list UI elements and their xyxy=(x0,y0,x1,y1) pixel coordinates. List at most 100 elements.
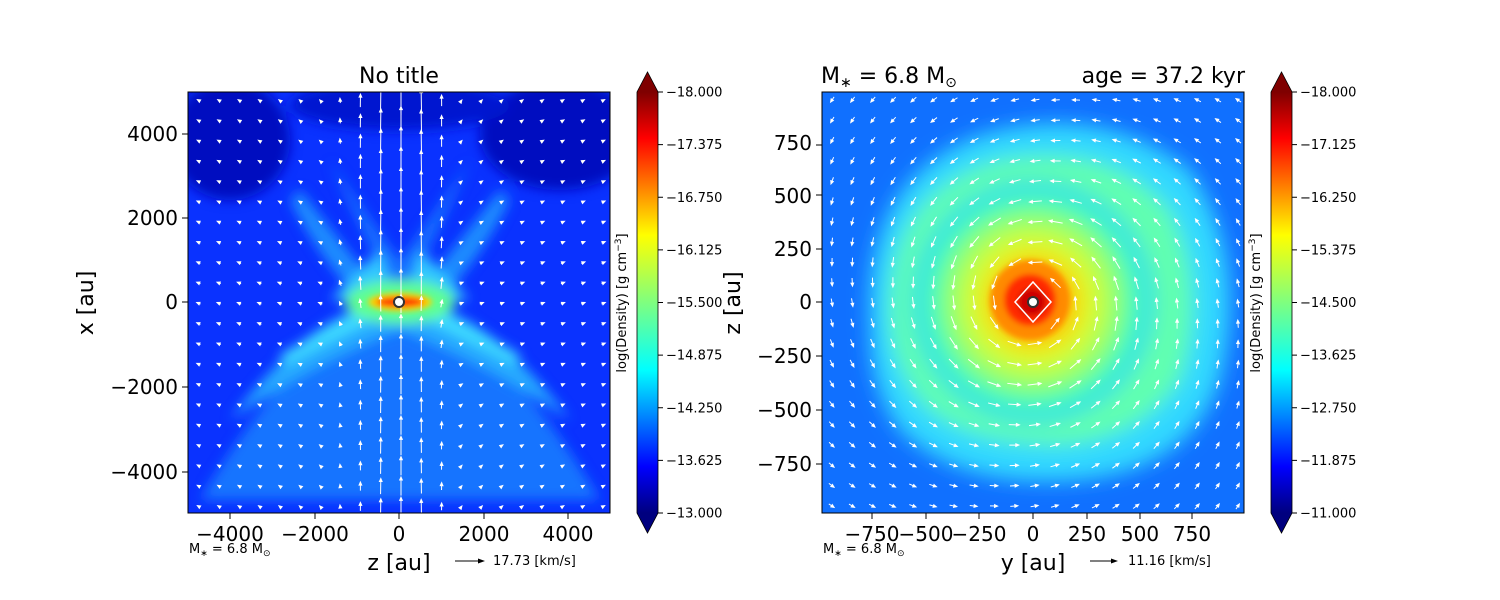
left-velocity-arrow-head xyxy=(378,168,383,174)
right-velocity-arrow-head xyxy=(988,242,994,247)
left-velocity-arrow-head xyxy=(257,119,263,124)
right-velocity-arrow-head xyxy=(973,324,978,330)
left-velocity-arrow-head xyxy=(298,99,304,104)
right-velocity-arrow-head xyxy=(1195,400,1200,406)
right-velocity-arrow-head xyxy=(1115,379,1120,385)
left-velocity-arrow-head xyxy=(540,281,546,286)
left-velocity-arrow-head xyxy=(519,220,525,225)
left-velocity-arrow-head xyxy=(600,180,607,185)
left-velocity-arrow-head xyxy=(560,200,566,205)
right-velocity-arrow-head xyxy=(1133,276,1138,282)
right-velocity-arrow-head xyxy=(1235,138,1241,143)
left-velocity-arrow-head xyxy=(378,229,383,235)
right-velocity-arrow-head xyxy=(1152,138,1159,143)
left-velocity-arrow-head xyxy=(540,383,546,388)
right-velocity-arrow-head xyxy=(1073,295,1078,301)
right-velocity-arrow-head xyxy=(1155,379,1160,385)
left-velocity-arrow-head xyxy=(196,505,202,510)
right-velocity-arrow-head xyxy=(971,284,976,290)
right-velocity-arrow-head xyxy=(969,179,975,185)
right-velocity-arrow-head xyxy=(973,463,979,468)
left-velocity-arrow-head xyxy=(318,484,324,490)
right-velocity-arrow-head xyxy=(1034,503,1040,509)
right-velocity-arrow-head xyxy=(1174,257,1179,263)
left-velocity-arrow-head xyxy=(600,139,606,144)
left-density-panel: No title 4000 2000 0 −2000 −4000 x [au] … xyxy=(74,64,722,576)
right-velocity-arrow-head xyxy=(1235,359,1241,365)
left-velocity-arrow-head xyxy=(458,119,463,125)
left-velocity-arrow-head xyxy=(338,279,343,285)
right-velocity-arrow-head xyxy=(1094,483,1100,488)
left-colorbar-tick-label: −18.000 xyxy=(666,86,722,101)
left-velocity-arrow-head xyxy=(519,383,525,388)
right-velocity-arrow-head xyxy=(870,282,875,288)
right-velocity-arrow-head xyxy=(950,264,955,270)
right-velocity-arrow-head xyxy=(1215,298,1220,304)
left-velocity-arrow-head xyxy=(256,261,262,266)
left-velocity-arrow-head xyxy=(236,200,242,205)
right-velocity-arrow-head xyxy=(1111,138,1117,143)
left-velocity-arrow-head xyxy=(378,436,383,442)
left-velocity-arrow-head xyxy=(338,402,343,408)
right-velocity-arrow-head xyxy=(1115,358,1120,364)
left-velocity-arrow-head xyxy=(458,383,464,388)
right-velocity-arrow-head xyxy=(1034,483,1040,488)
right-velocity-arrow-head xyxy=(1114,462,1121,468)
left-velocity-arrow-head xyxy=(297,342,303,347)
left-velocity-arrow-head xyxy=(318,464,324,470)
left-velocity-arrow-head xyxy=(419,396,424,402)
right-velocity-arrow-head xyxy=(1094,462,1101,468)
right-velocity-arrow-head xyxy=(1115,441,1121,447)
left-velocity-arrow-head xyxy=(398,206,404,212)
left-velocity-arrow-head xyxy=(520,322,526,327)
left-velocity-arrow-head xyxy=(559,505,565,510)
left-velocity-arrow-head xyxy=(338,117,343,123)
left-velocity-arrow-head xyxy=(317,301,323,306)
right-colorbar-tick-label: −11.875 xyxy=(1300,454,1356,469)
left-velocity-arrow-head xyxy=(216,383,222,388)
left-velocity-arrow-head xyxy=(398,247,404,253)
right-velocity-arrow-head xyxy=(1028,199,1034,204)
right-velocity-arrow-head xyxy=(1173,178,1179,183)
right-velocity-arrow-head xyxy=(949,138,956,144)
left-velocity-arrow-head xyxy=(358,399,363,405)
right-velocity-arrow-head xyxy=(1235,420,1240,427)
left-velocity-arrow-head xyxy=(439,175,444,180)
left-velocity-arrow-head xyxy=(519,444,525,449)
right-velocity-arrow-head xyxy=(930,200,935,206)
right-velocity-arrow-head xyxy=(1114,483,1120,488)
right-velocity-arrow-head xyxy=(870,241,875,247)
right-velocity-arrow-head xyxy=(891,323,896,329)
left-velocity-arrow-head xyxy=(458,200,464,206)
left-velocity-arrow-head xyxy=(195,342,201,347)
right-velocity-arrow-head xyxy=(989,179,995,184)
left-velocity-arrow-head xyxy=(398,353,404,359)
right-velocity-arrow-head xyxy=(1068,218,1075,223)
left-colorbar-tick-label: −16.750 xyxy=(666,191,722,206)
right-velocity-arrow-head xyxy=(1152,158,1159,163)
left-velocity-arrow-head xyxy=(318,220,324,226)
left-velocity-arrow-head xyxy=(520,301,526,306)
right-velocity-arrow-head xyxy=(1132,118,1138,123)
left-velocity-arrow-head xyxy=(216,505,222,510)
right-velocity-arrow-head xyxy=(1175,482,1180,488)
left-velocity-arrow-head xyxy=(195,261,201,266)
right-colorbar-tick-label: −11.000 xyxy=(1300,507,1356,522)
right-velocity-arrow-head xyxy=(1090,218,1096,223)
right-velocity-arrow-head xyxy=(1027,240,1033,245)
right-velocity-arrow-head xyxy=(929,159,935,165)
right-velocity-arrow-head xyxy=(1034,463,1040,468)
right-title-mass: M∗ = 6.8 M⊙ xyxy=(821,64,957,91)
right-velocity-arrow-head xyxy=(829,97,835,104)
right-velocity-arrow-head xyxy=(1154,297,1159,303)
left-velocity-arrow-head xyxy=(439,298,444,304)
right-velocity-arrow-head xyxy=(1173,138,1179,143)
right-velocity-arrow-head xyxy=(1112,256,1117,262)
right-velocity-arrow-head xyxy=(912,383,917,389)
right-velocity-arrow-head xyxy=(850,322,855,328)
left-velocity-arrow-head xyxy=(277,423,283,429)
right-velocity-arrow-head xyxy=(1111,158,1117,163)
left-velocity-arrow-head xyxy=(540,220,546,225)
left-velocity-arrow-head xyxy=(419,335,424,341)
left-velocity-arrow-head xyxy=(478,159,484,165)
